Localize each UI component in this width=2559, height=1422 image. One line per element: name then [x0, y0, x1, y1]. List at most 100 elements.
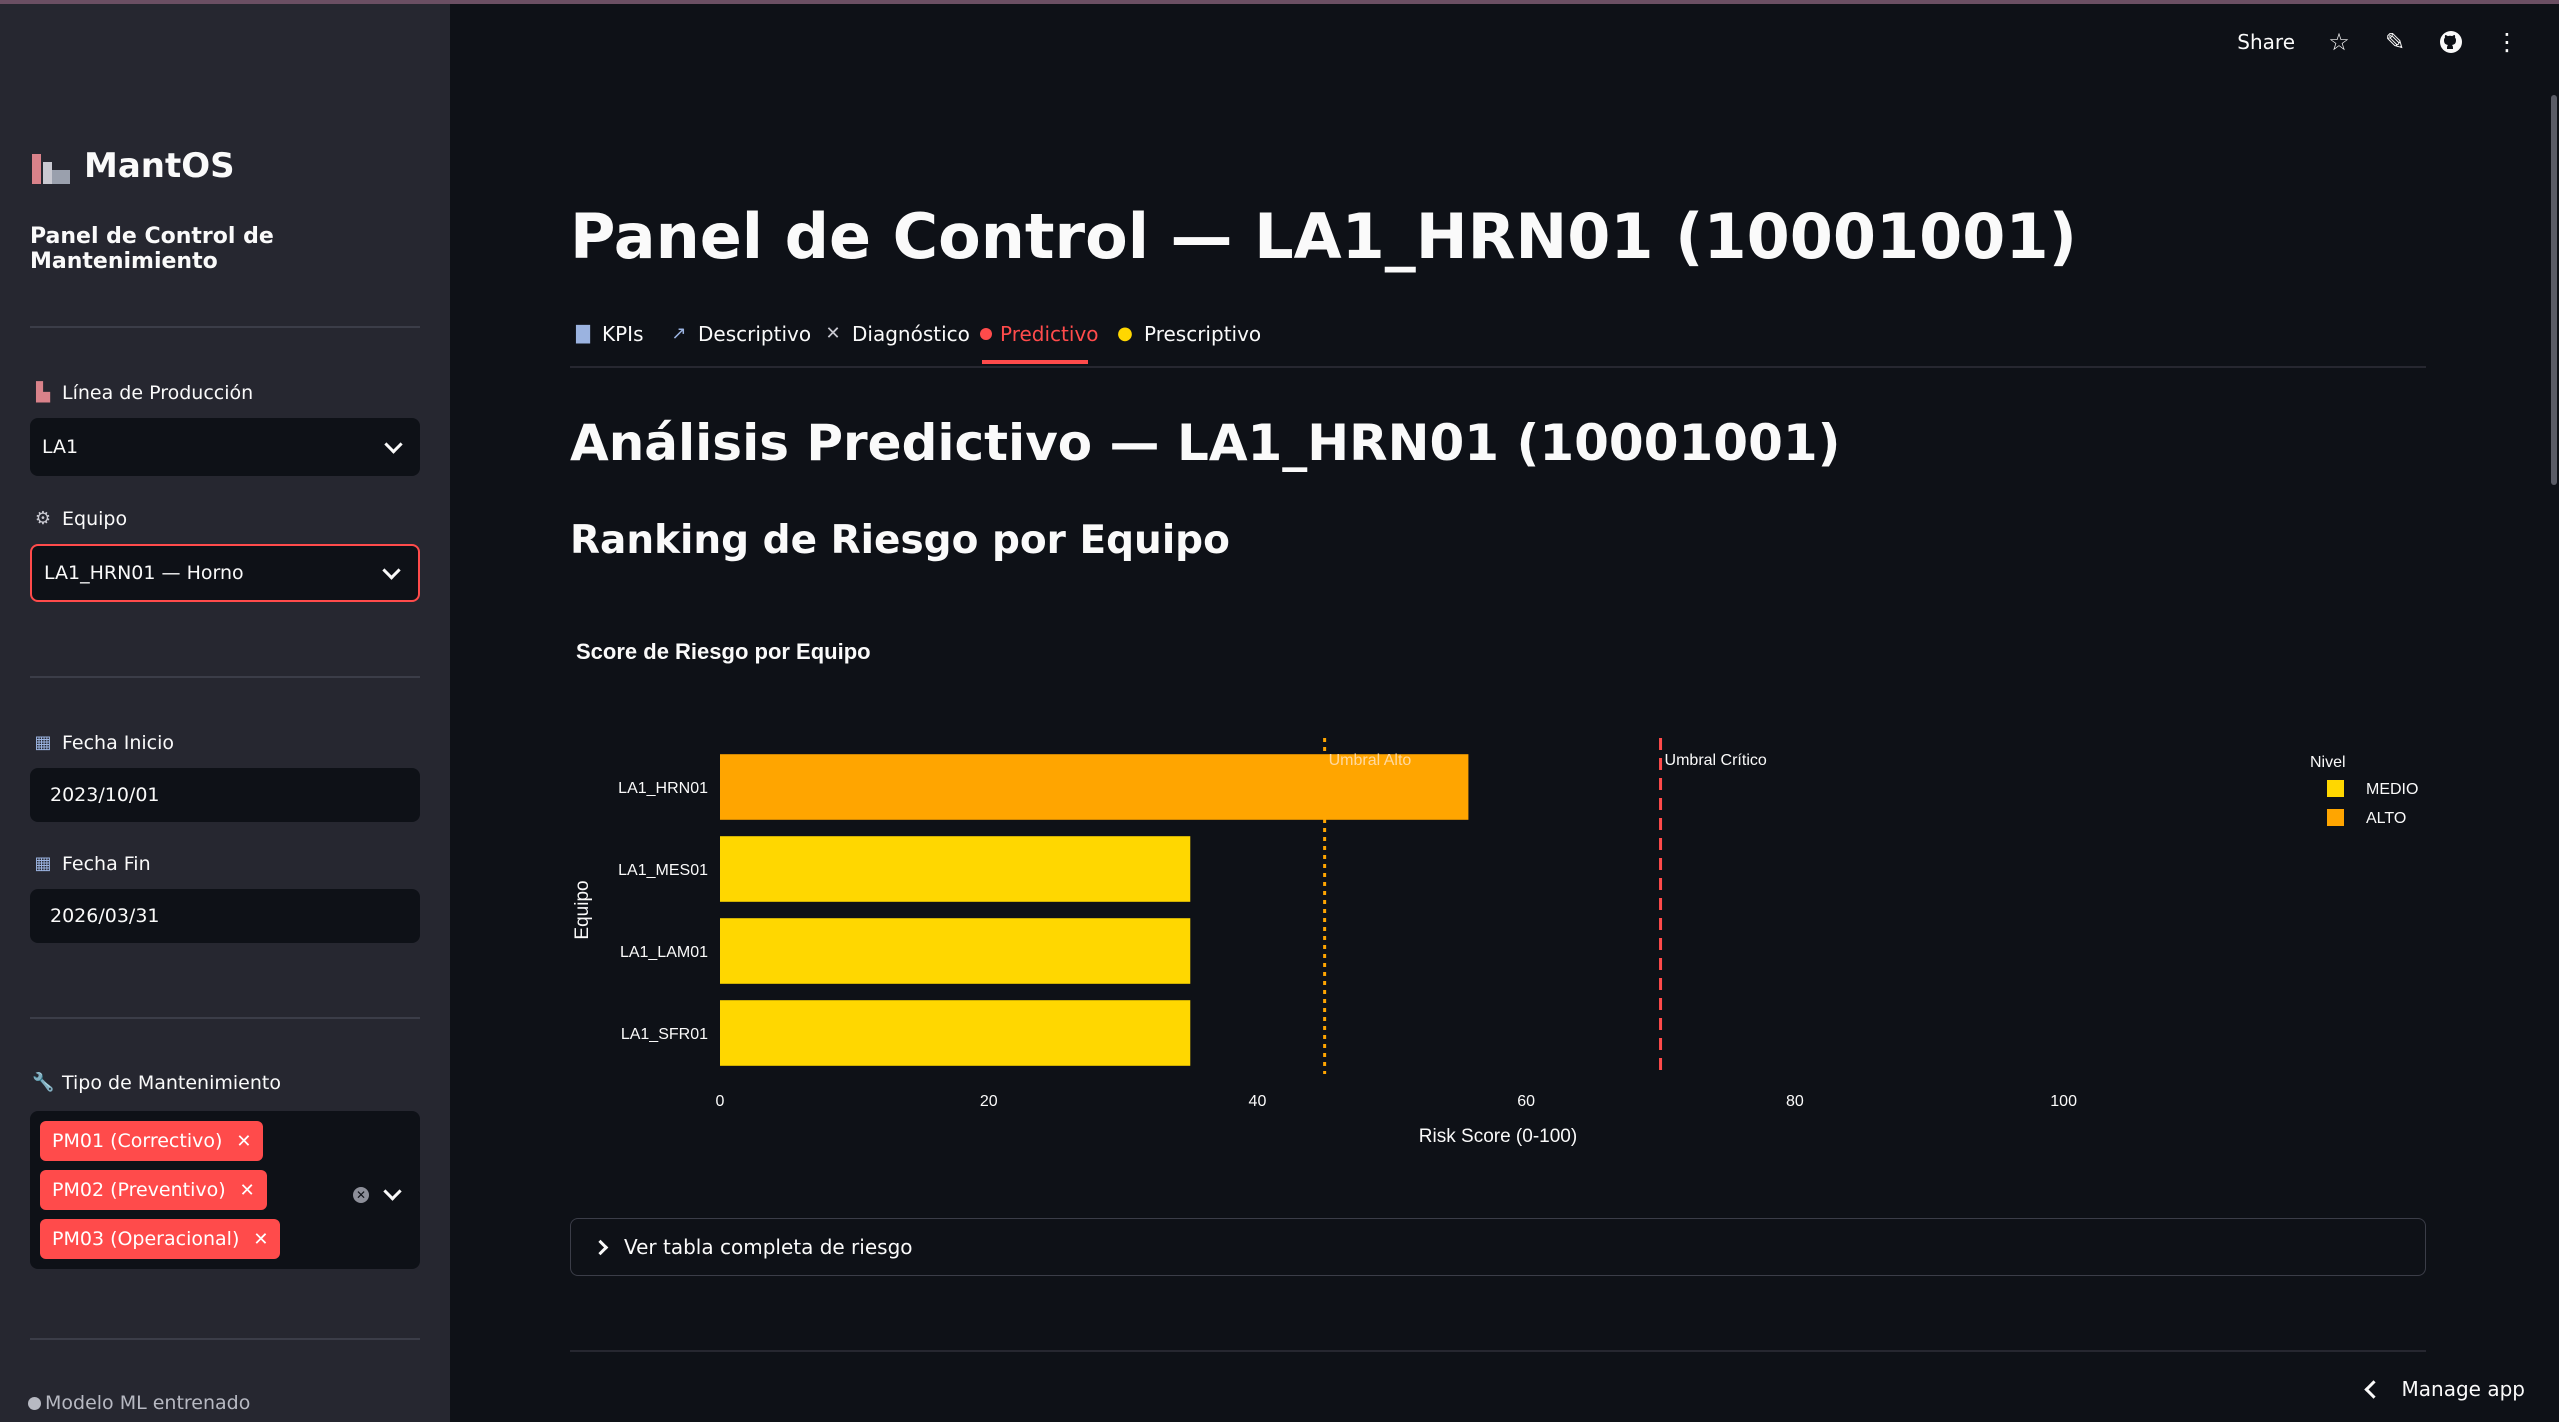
- y-tick-label: LA1_MES01: [618, 862, 708, 879]
- model-status-text: Modelo ML entrenado: [45, 1392, 251, 1414]
- close-icon[interactable]: ✕: [239, 1179, 255, 1201]
- manage-app-button[interactable]: Manage app: [2363, 1377, 2525, 1401]
- sidebar-divider: [30, 676, 420, 678]
- top-accent-line: [0, 0, 2559, 4]
- x-tick-label: 100: [2050, 1093, 2077, 1110]
- fecha-fin-input[interactable]: 2026/03/31: [30, 889, 420, 943]
- risk-table-expander-label: Ver tabla completa de riesgo: [624, 1235, 913, 1259]
- tipo-multiselect[interactable]: PM01 (Correctivo) ✕ PM02 (Preventivo) ✕ …: [30, 1111, 420, 1269]
- star-icon[interactable]: ☆: [2328, 28, 2350, 56]
- equipo-label: ⚙ Equipo: [32, 508, 127, 530]
- top-toolbar: Share ☆ ✎ ⋮: [2237, 28, 2519, 56]
- section-heading: Análisis Predictivo — LA1_HRN01 (1000100…: [570, 414, 1841, 472]
- equipo-select[interactable]: LA1_HRN01 — Horno: [30, 544, 420, 602]
- tipo-label-text: Tipo de Mantenimiento: [62, 1072, 281, 1094]
- tools-icon: ✕: [825, 323, 841, 344]
- fecha-fin-label-text: Fecha Fin: [62, 853, 151, 875]
- x-axis-label: Risk Score (0-100): [1419, 1126, 1577, 1147]
- tab-diagnostico[interactable]: ✕ Diagnóstico: [822, 322, 969, 346]
- tag-pm03-label: PM03 (Operacional): [52, 1228, 240, 1250]
- y-tick-label: LA1_SFR01: [621, 1026, 708, 1043]
- model-status: Modelo ML entrenado: [28, 1392, 250, 1414]
- legend-swatch-medio: [2327, 780, 2344, 797]
- y-tick-label: LA1_HRN01: [618, 780, 708, 797]
- fecha-inicio-label-text: Fecha Inicio: [62, 732, 175, 754]
- page-title: Panel de Control — LA1_HRN01 (10001001): [570, 200, 2077, 273]
- tab-prescriptivo[interactable]: ● Prescriptivo: [1114, 322, 1261, 346]
- crystal-ball-icon: [28, 1396, 41, 1410]
- legend-title: Nivel: [2310, 754, 2346, 771]
- crystal-ball-icon: [980, 328, 992, 340]
- chevron-right-icon: [592, 1239, 609, 1255]
- x-tick-label: 40: [1249, 1093, 1267, 1110]
- app-title-text: MantOS: [84, 146, 235, 186]
- github-icon[interactable]: [2439, 30, 2463, 54]
- risk-chart: Score de Riesgo por Equipo LA1_HRN01 LA1_M…: [572, 639, 2418, 1147]
- linea-select-value: LA1: [42, 436, 79, 458]
- linea-label: ▙ Línea de Producción: [32, 382, 253, 404]
- legend-label-medio: MEDIO: [2366, 781, 2418, 798]
- tab-kpis[interactable]: ▇ KPIs: [572, 322, 644, 346]
- sidebar-divider: [30, 1017, 420, 1019]
- line-chart-icon: ↗: [671, 323, 687, 344]
- x-tick-label: 20: [980, 1093, 998, 1110]
- chevron-down-icon: [382, 560, 401, 580]
- tag-pm03: PM03 (Operacional) ✕: [40, 1219, 281, 1259]
- linea-label-text: Línea de Producción: [62, 382, 254, 404]
- tag-pm02-label: PM02 (Preventivo): [52, 1179, 226, 1201]
- bar-la1-sfr01: [720, 1000, 1191, 1066]
- tab-kpis-label: KPIs: [602, 322, 644, 346]
- tab-prescriptivo-label: Prescriptivo: [1144, 322, 1262, 346]
- bar-la1-mes01: [720, 836, 1191, 902]
- fecha-inicio-label: ▦ Fecha Inicio: [32, 732, 174, 754]
- factory-icon: [30, 148, 70, 184]
- scrollbar[interactable]: [2551, 95, 2557, 485]
- more-vertical-icon[interactable]: ⋮: [2495, 28, 2519, 56]
- calendar-icon: ▦: [34, 732, 52, 753]
- legend-label-alto: ALTO: [2366, 810, 2406, 827]
- tab-bar: ▇ KPIs ↗ Descriptivo ✕ Diagnóstico Predi…: [570, 318, 2426, 368]
- risk-table-expander[interactable]: Ver tabla completa de riesgo: [570, 1218, 2426, 1276]
- chevron-left-icon: [2363, 1379, 2383, 1399]
- fecha-inicio-value: 2023/10/01: [50, 784, 160, 806]
- y-tick-label: LA1_LAM01: [620, 944, 708, 961]
- bar-chart-icon: ▇: [576, 323, 590, 344]
- x-tick-label: 80: [1786, 1093, 1804, 1110]
- app-title: MantOS: [30, 146, 235, 186]
- share-button[interactable]: Share: [2237, 30, 2295, 54]
- sidebar: MantOS Panel de Control de Mantenimiento…: [0, 4, 450, 1422]
- app-subtitle: Panel de Control de Mantenimiento: [30, 224, 274, 274]
- equipo-label-text: Equipo: [62, 508, 128, 530]
- equipo-select-value: LA1_HRN01 — Horno: [44, 562, 244, 584]
- tab-predictivo-label: Predictivo: [1000, 322, 1099, 346]
- sidebar-divider: [30, 1338, 420, 1340]
- clear-all-icon[interactable]: ✕: [353, 1187, 369, 1203]
- y-axis-label: Equipo: [572, 880, 593, 939]
- close-icon[interactable]: ✕: [236, 1130, 252, 1152]
- tag-pm01: PM01 (Correctivo) ✕: [40, 1121, 264, 1161]
- x-tick-label: 0: [716, 1093, 725, 1110]
- legend-swatch-alto: [2327, 809, 2344, 826]
- tag-pm01-label: PM01 (Correctivo): [52, 1130, 223, 1152]
- tipo-label: 🔧 Tipo de Mantenimiento: [32, 1072, 281, 1094]
- gear-icon: ⚙: [34, 508, 52, 529]
- tab-descriptivo[interactable]: ↗ Descriptivo: [668, 322, 811, 346]
- active-tab-indicator: [982, 360, 1088, 364]
- content-divider: [570, 1350, 2426, 1352]
- tab-descriptivo-label: Descriptivo: [698, 322, 812, 346]
- tab-predictivo[interactable]: Predictivo: [980, 322, 1099, 346]
- bar-la1-hrn01: [720, 754, 1469, 820]
- linea-select[interactable]: LA1: [30, 418, 420, 476]
- wrench-icon: 🔧: [32, 1072, 55, 1093]
- factory-small-icon: ▙: [36, 382, 50, 403]
- lightbulb-icon: ●: [1117, 323, 1133, 344]
- chevron-down-icon[interactable]: [383, 1182, 402, 1201]
- pencil-icon[interactable]: ✎: [2384, 28, 2406, 56]
- fecha-fin-label: ▦ Fecha Fin: [32, 853, 151, 875]
- threshold-label-1: Umbral Crítico: [1665, 752, 1767, 769]
- tag-pm02: PM02 (Preventivo) ✕: [40, 1170, 267, 1210]
- fecha-inicio-input[interactable]: 2023/10/01: [30, 768, 420, 822]
- close-icon[interactable]: ✕: [253, 1228, 269, 1250]
- threshold-label-0: Umbral Alto: [1329, 752, 1412, 769]
- chart-title: Score de Riesgo por Equipo: [576, 639, 871, 664]
